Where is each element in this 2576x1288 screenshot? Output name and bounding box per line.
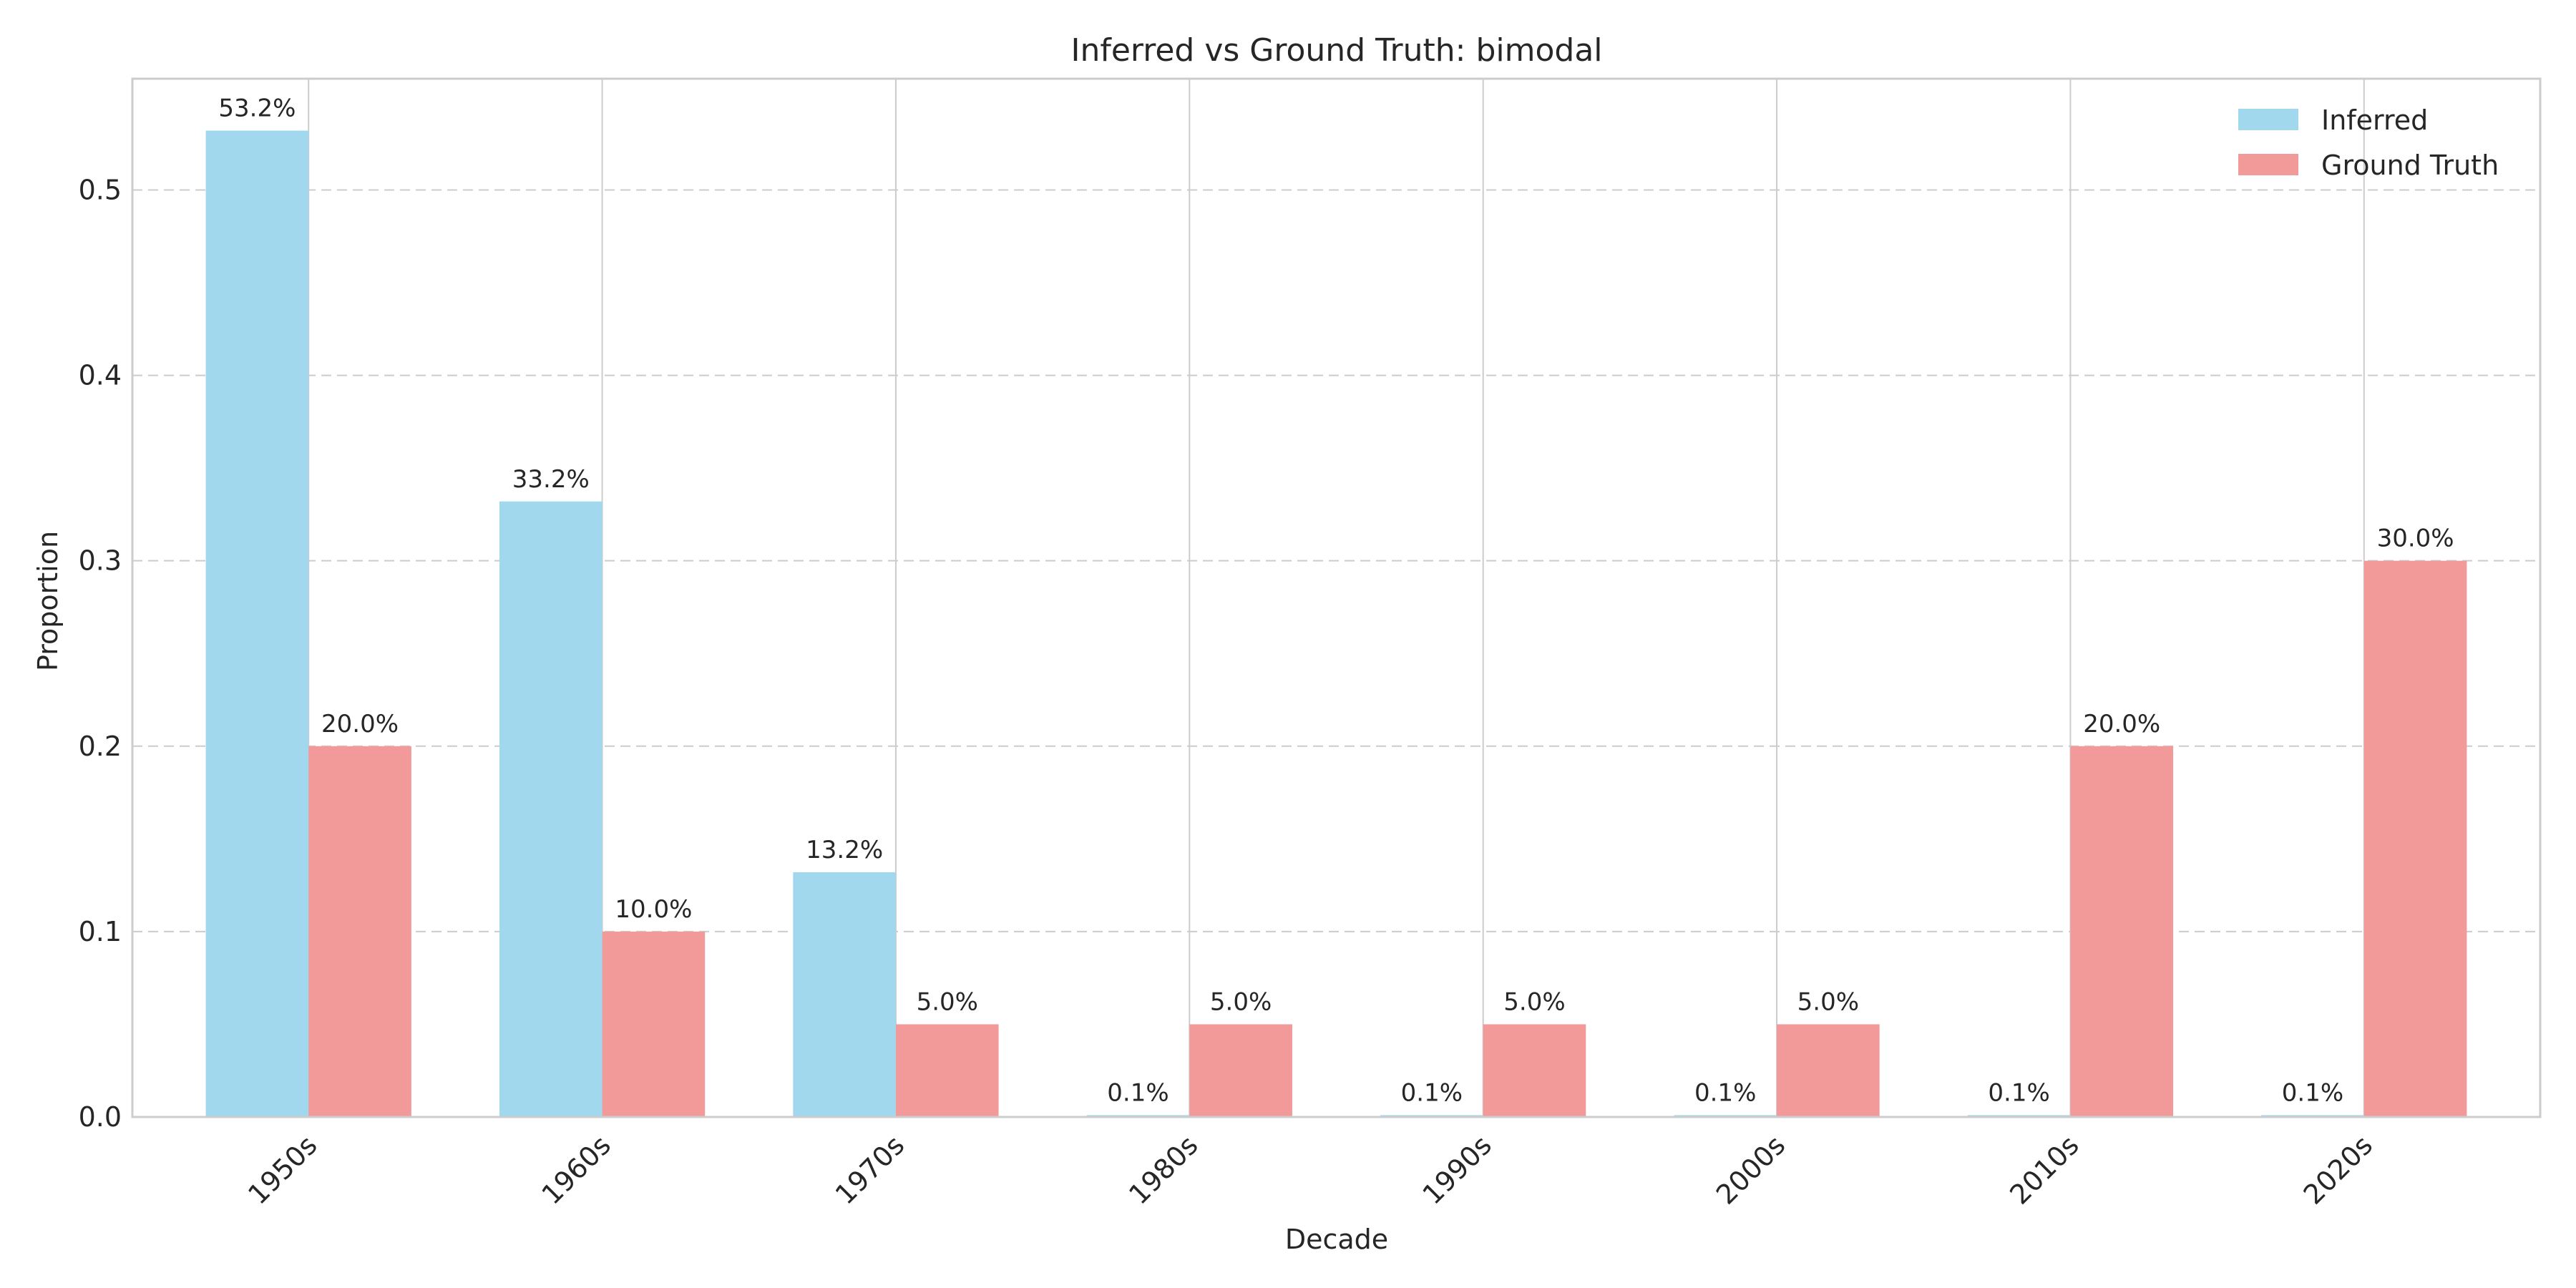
data-label: 5.0%	[1503, 987, 1565, 1016]
bar-ground-truth	[895, 1024, 999, 1117]
data-labels: 53.2% 33.2% 13.2% 0.1% 0.1% 0.1% 0.1% 0.1% 20.0%…	[218, 94, 2454, 1108]
data-label: 20.0%	[2083, 710, 2160, 738]
y-tick-label: 0.1	[79, 916, 122, 947]
bars	[205, 130, 2467, 1117]
bar-ground-truth	[1189, 1024, 1292, 1117]
data-label: 5.0%	[917, 987, 978, 1016]
grid-lines	[132, 79, 2540, 1118]
x-tick-label: 2010s	[2004, 1129, 2085, 1211]
legend-label: Inferred	[2321, 104, 2428, 136]
y-tick-label: 0.2	[79, 731, 122, 762]
data-label: 20.0%	[321, 710, 399, 738]
data-label: 30.0%	[2377, 525, 2454, 553]
x-tick-label: 1960s	[535, 1129, 617, 1211]
data-label: 0.1%	[1988, 1078, 2049, 1107]
bar-ground-truth	[1483, 1024, 1586, 1117]
bar-inferred	[793, 872, 896, 1117]
y-tick-label: 0.3	[79, 545, 122, 577]
bar-ground-truth	[2070, 746, 2174, 1117]
legend: Inferred Ground Truth	[2238, 104, 2499, 181]
x-tick-label: 1990s	[1417, 1129, 1498, 1211]
data-label: 0.1%	[2282, 1078, 2343, 1107]
data-label: 10.0%	[615, 895, 692, 924]
bar-ground-truth	[308, 746, 411, 1117]
data-label: 33.2%	[512, 465, 590, 494]
x-tick-label: 1970s	[829, 1129, 911, 1211]
y-tick-label: 0.5	[79, 174, 122, 205]
bar-ground-truth	[1777, 1024, 1880, 1117]
x-tick-label: 2020s	[2298, 1129, 2379, 1211]
legend-swatch	[2238, 154, 2298, 175]
x-axis-label: Decade	[1285, 1224, 1388, 1255]
data-label: 0.1%	[1107, 1078, 1169, 1107]
bar-ground-truth	[602, 931, 706, 1117]
bar-ground-truth	[2363, 560, 2467, 1117]
bar-inferred	[205, 130, 309, 1117]
data-label: 13.2%	[806, 836, 883, 864]
chart-title: Inferred vs Ground Truth: bimodal	[1070, 32, 1602, 69]
data-label: 5.0%	[1210, 987, 1272, 1016]
data-label: 0.1%	[1401, 1078, 1463, 1107]
legend-label: Ground Truth	[2321, 150, 2499, 181]
data-label: 0.1%	[1694, 1078, 1756, 1107]
y-tick-label: 0.4	[79, 360, 122, 391]
plot-frame	[131, 77, 2542, 1118]
x-tick-label: 1950s	[242, 1129, 323, 1211]
y-tick-label: 0.0	[79, 1101, 122, 1133]
bar-inferred	[499, 501, 602, 1117]
data-label: 53.2%	[218, 94, 296, 123]
y-axis-label: Proportion	[32, 531, 64, 671]
x-tick-label: 1980s	[1123, 1129, 1204, 1211]
x-tick-label: 2000s	[1710, 1129, 1792, 1211]
data-label: 5.0%	[1797, 987, 1859, 1016]
legend-swatch	[2238, 109, 2298, 130]
